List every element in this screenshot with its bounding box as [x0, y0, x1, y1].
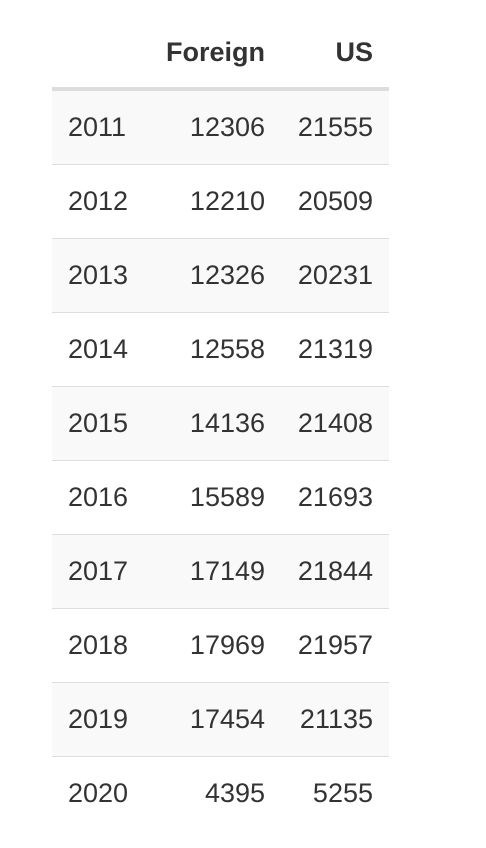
- cell-us: 21693: [279, 460, 389, 535]
- data-table: Foreign US 2011 12306 21555 2012 12210 2…: [52, 18, 389, 830]
- cell-year: 2015: [52, 386, 147, 461]
- cell-us: 21555: [279, 89, 389, 165]
- cell-year: 2012: [52, 164, 147, 239]
- header-year: [52, 18, 147, 91]
- cell-foreign: 12210: [146, 164, 280, 239]
- cell-year: 2019: [52, 682, 147, 757]
- cell-year: 2014: [52, 312, 147, 387]
- cell-us: 20509: [279, 164, 389, 239]
- table-row: 2016 15589 21693: [52, 460, 389, 535]
- table-body: 2011 12306 21555 2012 12210 20509 2013 1…: [52, 89, 389, 830]
- cell-year: 2020: [52, 756, 147, 830]
- cell-year: 2018: [52, 608, 147, 683]
- table-row: 2019 17454 21135: [52, 682, 389, 757]
- table-row: 2011 12306 21555: [52, 89, 389, 165]
- cell-us: 20231: [279, 238, 389, 313]
- cell-year: 2017: [52, 534, 147, 609]
- cell-us: 5255: [279, 756, 389, 830]
- table-row: 2014 12558 21319: [52, 312, 389, 387]
- table-row: 2020 4395 5255: [52, 756, 389, 830]
- cell-foreign: 12306: [146, 89, 280, 165]
- cell-foreign: 17454: [146, 682, 280, 757]
- cell-foreign: 14136: [146, 386, 280, 461]
- table-row: 2012 12210 20509: [52, 164, 389, 239]
- cell-year: 2016: [52, 460, 147, 535]
- table-row: 2018 17969 21957: [52, 608, 389, 683]
- header-foreign: Foreign: [146, 18, 280, 91]
- table-row: 2017 17149 21844: [52, 534, 389, 609]
- cell-foreign: 12558: [146, 312, 280, 387]
- header-row: Foreign US: [52, 18, 389, 91]
- table-row: 2013 12326 20231: [52, 238, 389, 313]
- cell-us: 21408: [279, 386, 389, 461]
- cell-us: 21844: [279, 534, 389, 609]
- cell-us: 21135: [279, 682, 389, 757]
- cell-foreign: 17969: [146, 608, 280, 683]
- table-header: Foreign US: [52, 18, 389, 91]
- cell-year: 2011: [52, 89, 147, 165]
- cell-us: 21319: [279, 312, 389, 387]
- cell-foreign: 17149: [146, 534, 280, 609]
- cell-foreign: 15589: [146, 460, 280, 535]
- cell-foreign: 12326: [146, 238, 280, 313]
- cell-foreign: 4395: [146, 756, 280, 830]
- cell-year: 2013: [52, 238, 147, 313]
- cell-us: 21957: [279, 608, 389, 683]
- header-us: US: [279, 18, 389, 91]
- table-row: 2015 14136 21408: [52, 386, 389, 461]
